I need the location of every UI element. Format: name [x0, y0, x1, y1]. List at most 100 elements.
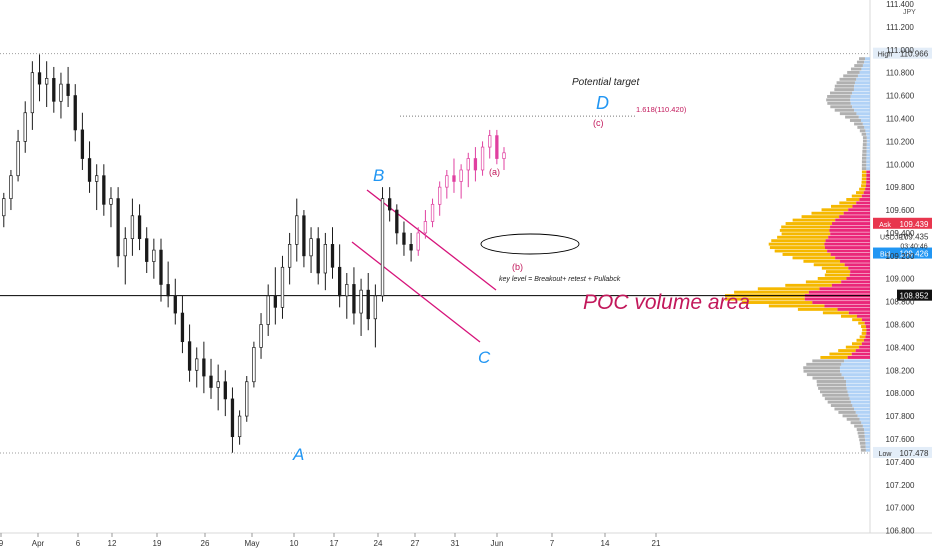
retest-ellipse — [480, 233, 580, 255]
candle-body — [395, 209, 399, 234]
time-tick-label: 12 — [108, 539, 117, 548]
currency-tag: JPY — [903, 9, 916, 16]
volume-profile-bar — [862, 139, 867, 143]
volume-profile-bar — [852, 204, 870, 208]
volume-profile-bar — [850, 400, 870, 404]
candle-body — [202, 358, 206, 377]
price-labels: High 110.966 Low 107.478 Ask 109.439 Bid 109.42… — [873, 47, 932, 458]
price-tick-label: 109.800 — [886, 183, 915, 192]
low-tag-bg — [873, 446, 897, 458]
volume-profile-bar — [824, 246, 870, 250]
volume-profile-bar — [861, 67, 870, 71]
volume-profile-bar — [863, 338, 870, 342]
volume-profile-bar — [827, 101, 851, 105]
volume-profile-bar — [859, 441, 866, 445]
volume-profile-bar — [803, 366, 840, 370]
volume-profile-bar — [861, 184, 866, 188]
volume-profile-bar — [862, 122, 870, 126]
volume-profile-bar — [847, 355, 870, 359]
volume-profile-bar — [854, 407, 870, 411]
volume-profile-bar — [856, 60, 865, 64]
volume-profile-bar — [856, 428, 865, 432]
volume-profile-bar — [858, 434, 865, 438]
candle-body — [66, 83, 70, 96]
candle-body — [52, 78, 56, 102]
volume-profile-bar — [839, 201, 857, 205]
time-tick-label: Jun — [491, 539, 504, 548]
volume-profile-bar — [856, 314, 870, 318]
price-tick-label: 108.400 — [886, 343, 915, 352]
volume-profile-bar — [757, 287, 820, 291]
candle-body — [345, 284, 349, 297]
candle-body — [452, 175, 456, 182]
candle-body — [152, 249, 156, 262]
price-tick-label: 108.200 — [886, 366, 915, 375]
volume-profile-bar — [843, 211, 870, 215]
volume-profile-bar — [862, 136, 867, 140]
price-tick-label: 108.000 — [886, 389, 915, 398]
volume-profile-bar — [857, 74, 870, 78]
volume-profile-bar — [854, 81, 870, 85]
volume-profile-bar — [847, 390, 870, 394]
volume-profile-bar — [845, 345, 860, 349]
volume-profile-bar — [797, 307, 838, 311]
volume-profile-bar — [864, 125, 870, 129]
candle-body — [102, 175, 106, 205]
candle-body — [459, 169, 463, 182]
volume-profile-bar — [866, 167, 870, 171]
volume-profile-bar — [860, 448, 866, 452]
volume-profile-bar — [829, 352, 852, 356]
candle-body — [259, 324, 263, 348]
candle-body — [273, 295, 277, 308]
volume-profile-bar — [848, 266, 870, 270]
volume-profile-bar — [866, 132, 870, 136]
volume-profile-bar — [725, 297, 805, 301]
price-tick-label: 107.600 — [886, 435, 915, 444]
volume-profile-bar — [849, 397, 870, 401]
bid-tag-label: Bid — [880, 252, 890, 259]
candle-body — [409, 244, 413, 251]
volume-profile-bar — [859, 129, 866, 133]
sub-label-b: (b) — [512, 262, 523, 272]
high-tag-label: High — [878, 52, 893, 59]
volume-profile-bar — [865, 445, 870, 449]
volume-profile-bar — [866, 160, 870, 164]
volume-profile-bar — [861, 342, 870, 346]
price-tick-label: 110.800 — [886, 69, 915, 78]
volume-profile-bar — [846, 277, 870, 280]
volume-profile-bar — [845, 115, 859, 119]
channel-lower-line — [351, 241, 481, 343]
volume-profile-bar — [850, 67, 862, 71]
volume-profile-bar — [792, 218, 836, 222]
volume-profile-bar — [859, 198, 870, 201]
volume-profile-bar — [837, 307, 870, 311]
candle-body — [466, 158, 470, 171]
volume-profile-bar — [861, 156, 867, 160]
volume-profile-bar — [828, 235, 870, 239]
volume-profile-bar — [826, 270, 851, 274]
volume-profile-bar — [855, 410, 870, 414]
poc-value-bg — [897, 289, 932, 301]
volume-profile-bar — [841, 373, 870, 377]
candle-body — [416, 232, 420, 251]
volume-profile-bar — [859, 417, 870, 421]
ask-tag-label: Ask — [879, 222, 891, 229]
volume-profile-bar — [840, 314, 857, 318]
ask-value-label: 109.439 — [900, 220, 929, 229]
price-tick-label: 107.200 — [886, 481, 915, 490]
volume-profile-bar — [861, 194, 870, 198]
candle-body — [366, 289, 370, 320]
volume-profile-bar — [859, 335, 866, 339]
volume-profile-bar — [864, 60, 870, 64]
volume-profile-bar — [861, 173, 867, 177]
volume-profile-bar — [820, 390, 848, 394]
volume-profile-bar — [813, 263, 845, 267]
time-tick-label: 6 — [76, 539, 81, 548]
volume-profile-bar — [834, 88, 854, 92]
price-tick-label: 107.800 — [886, 412, 915, 421]
candle-body — [359, 289, 363, 314]
candle-body — [373, 295, 378, 320]
volume-profile-bar — [781, 232, 831, 236]
